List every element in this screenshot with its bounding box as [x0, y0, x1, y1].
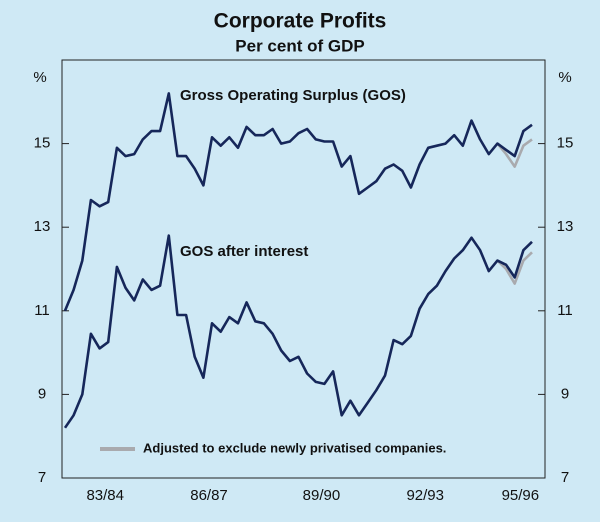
chart-title: Corporate Profits	[214, 10, 387, 33]
series-line	[496, 138, 533, 168]
chart-subtitle: Per cent of GDP	[235, 36, 364, 55]
plot-frame	[61, 59, 546, 479]
y-tick-label: 9	[38, 385, 46, 402]
y2-tick-label: 9	[561, 385, 569, 402]
y-tick-label: 11	[34, 302, 50, 319]
y-tick-label: 15	[34, 135, 51, 152]
x-tick-label: 89/90	[303, 487, 341, 504]
y-tick-label: 13	[34, 218, 51, 235]
x-tick-label: 95/96	[502, 487, 540, 504]
x-tick-label: 83/84	[86, 487, 124, 504]
series-line	[63, 92, 533, 312]
y2-tick-label: 13	[557, 218, 574, 235]
y2-axis-unit: %	[558, 69, 571, 86]
y2-tick-label: 7	[561, 469, 569, 486]
y-axis-unit: %	[33, 69, 46, 86]
x-tick-label: 86/87	[190, 487, 228, 504]
series-annotation: GOS after interest	[180, 243, 308, 260]
series-annotation: Gross Operating Surplus (GOS)	[180, 87, 406, 104]
y-tick-label: 7	[38, 469, 46, 486]
series-line	[63, 234, 533, 429]
series-line	[496, 251, 533, 285]
y2-tick-label: 15	[557, 135, 574, 152]
legend-label: Adjusted to exclude newly privatised com…	[143, 440, 446, 455]
y2-tick-label: 11	[557, 302, 573, 319]
x-tick-label: 92/93	[406, 487, 444, 504]
